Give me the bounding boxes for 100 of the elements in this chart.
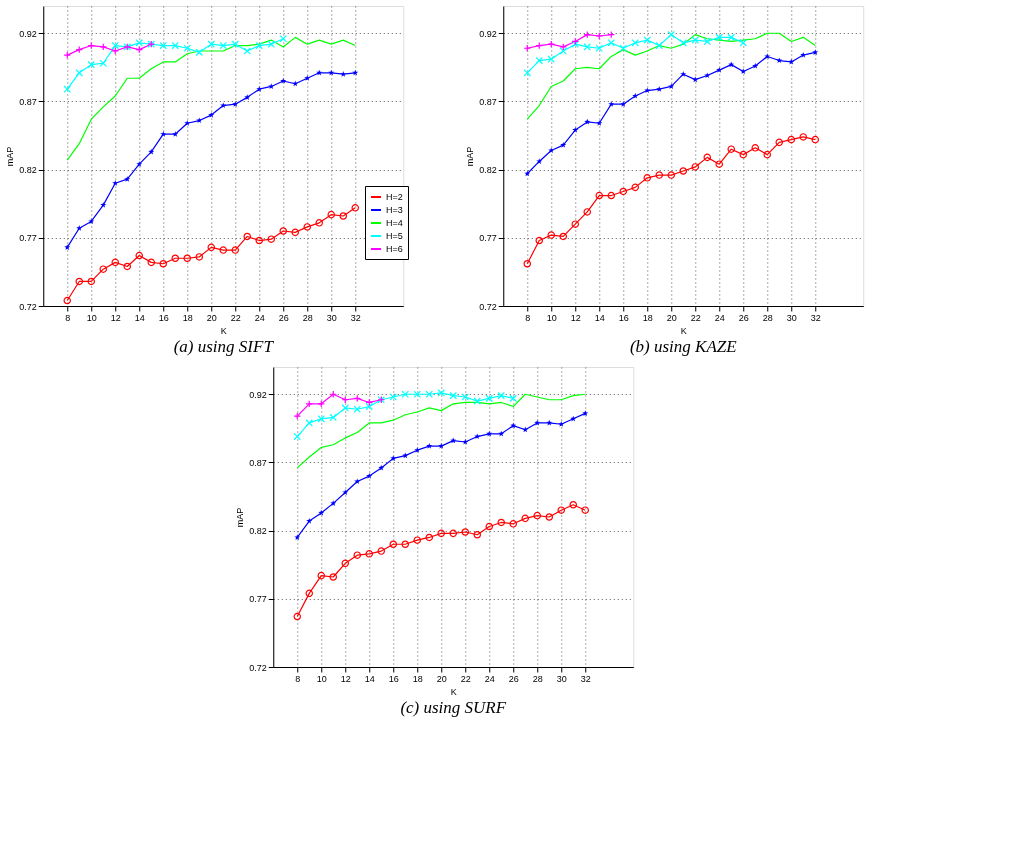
point	[582, 410, 589, 416]
point	[583, 208, 592, 216]
point	[596, 120, 603, 126]
x-axis-title: K	[680, 325, 687, 336]
point	[559, 47, 568, 55]
point	[352, 69, 359, 76]
text: (c) using SURF	[400, 698, 507, 717]
x-tick-label: 24	[254, 312, 265, 323]
x-tick-label: 26	[738, 312, 749, 323]
point	[716, 66, 723, 73]
point	[329, 573, 338, 581]
point	[378, 464, 385, 471]
x-tick-label: 12	[110, 312, 121, 323]
x-tick-label: 10	[316, 673, 327, 684]
point	[183, 254, 192, 263]
point	[535, 236, 544, 245]
point	[473, 530, 482, 539]
point	[667, 30, 676, 39]
x-tick-label: 12	[340, 673, 351, 684]
y-axis-title: mAP	[235, 507, 246, 528]
point	[739, 150, 748, 159]
x-tick-label: 26	[278, 312, 289, 323]
point	[608, 101, 615, 107]
x-tick-label: 28	[302, 312, 313, 323]
point	[341, 404, 350, 412]
point	[474, 433, 481, 440]
x-axis-title: K	[220, 325, 227, 336]
point	[559, 43, 568, 51]
point	[534, 419, 541, 426]
point	[123, 262, 132, 271]
point	[100, 201, 107, 208]
point	[497, 391, 506, 400]
point	[88, 218, 95, 225]
point	[244, 94, 251, 100]
legend-label: H=2	[386, 192, 403, 202]
point	[485, 522, 494, 531]
point	[99, 43, 108, 51]
y-tick-label: 0.72	[19, 301, 37, 312]
x-tick-label: 16	[618, 312, 629, 323]
point	[775, 138, 784, 147]
point	[535, 56, 544, 65]
point	[703, 153, 712, 162]
x-tick-label: 22	[230, 312, 241, 323]
point	[243, 232, 252, 241]
point	[87, 60, 96, 69]
y-tick-label: 0.87	[19, 96, 37, 107]
point	[667, 171, 676, 179]
point	[751, 144, 760, 152]
y-tick-label: 0.87	[479, 96, 497, 107]
x-tick-label: 8	[65, 312, 71, 323]
point	[255, 236, 264, 245]
point	[473, 397, 482, 405]
point	[305, 419, 314, 427]
point	[691, 36, 700, 44]
point	[571, 220, 580, 228]
point	[812, 49, 819, 55]
line-series	[296, 393, 586, 469]
point	[342, 489, 349, 496]
y-tick-label: 0.82	[249, 526, 267, 537]
point	[763, 150, 772, 159]
point	[171, 41, 180, 50]
point	[486, 430, 493, 437]
line-series	[66, 36, 356, 161]
y-tick-label: 0.87	[249, 457, 267, 468]
y-tick-label: 0.77	[19, 233, 37, 244]
point	[691, 163, 700, 171]
point	[644, 87, 651, 94]
point	[509, 394, 518, 403]
point	[87, 277, 96, 286]
point	[413, 536, 422, 544]
point	[136, 161, 143, 167]
point	[704, 72, 711, 79]
point	[546, 419, 553, 426]
point	[353, 551, 362, 559]
point	[595, 191, 604, 200]
point	[521, 514, 530, 523]
point	[279, 227, 288, 235]
point	[111, 258, 120, 267]
y-tick-label: 0.92	[479, 28, 497, 39]
point	[316, 69, 323, 76]
point	[569, 500, 578, 509]
y-axis-title: mAP	[465, 146, 476, 167]
point	[560, 141, 567, 148]
point	[365, 402, 374, 411]
point	[255, 41, 264, 50]
point	[425, 533, 434, 542]
point	[799, 133, 808, 141]
point	[522, 426, 529, 433]
point	[740, 68, 747, 75]
y-tick-label: 0.92	[19, 28, 37, 39]
point	[389, 540, 398, 549]
point	[548, 147, 555, 154]
x-tick-label: 18	[412, 673, 423, 684]
x-tick-label: 20	[206, 312, 217, 323]
point	[643, 36, 652, 44]
x-tick-label: 8	[295, 673, 301, 684]
point	[715, 33, 724, 42]
x-tick-label: 30	[556, 673, 567, 684]
point	[426, 442, 433, 449]
line-series	[526, 32, 816, 120]
